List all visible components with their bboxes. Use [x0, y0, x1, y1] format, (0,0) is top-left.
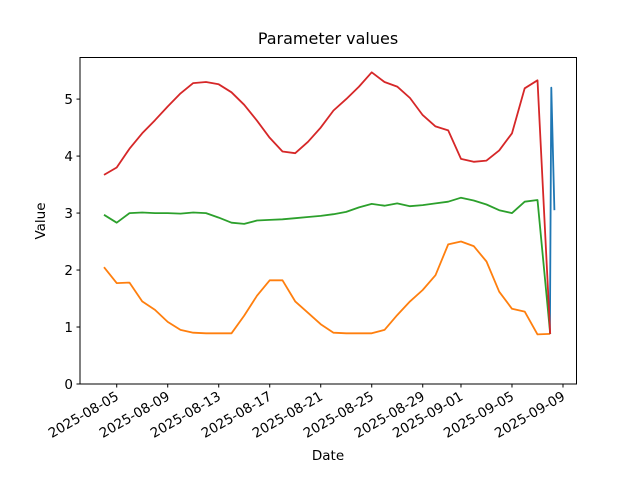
- series-line-blue-series: [549, 86, 556, 334]
- y-tick-label: 5: [64, 92, 73, 108]
- y-axis-label: Value: [33, 202, 49, 239]
- x-axis-label: Date: [312, 448, 344, 464]
- chart-title: Parameter values: [258, 29, 398, 48]
- y-tick-label: 1: [64, 320, 73, 336]
- y-tick-label: 4: [64, 149, 73, 165]
- y-tick-label: 0: [64, 377, 73, 393]
- series-line-green-series: [103, 196, 552, 334]
- y-tick-label: 3: [64, 206, 73, 222]
- series-line-orange-series: [103, 240, 551, 336]
- series-line-red-series: [103, 71, 552, 334]
- plot-area: 0123452025-08-052025-08-092025-08-132025…: [46, 57, 577, 442]
- y-tick-label: 2: [64, 263, 73, 279]
- plot-border: [79, 57, 577, 385]
